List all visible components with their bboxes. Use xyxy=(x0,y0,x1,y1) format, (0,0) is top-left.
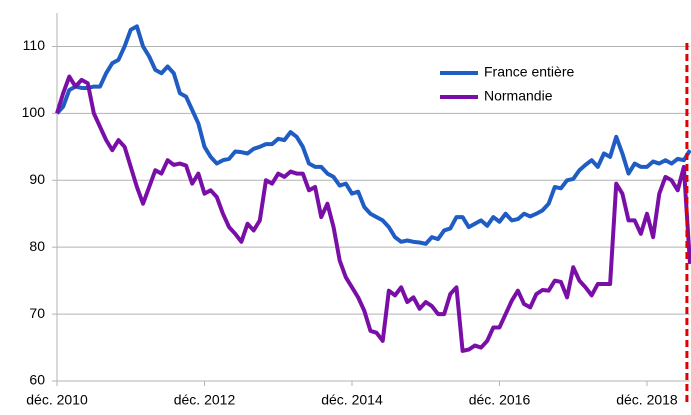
y-tick-label: 110 xyxy=(23,37,46,53)
y-tick-label: 60 xyxy=(29,372,45,388)
x-tick-label: déc. 2018 xyxy=(616,392,678,408)
series-line xyxy=(55,74,691,353)
legend-label: France entière xyxy=(484,64,574,80)
x-tick-label: déc. 2014 xyxy=(321,392,383,408)
y-tick-label: 70 xyxy=(29,305,45,321)
series-line xyxy=(55,24,691,246)
x-tick-label: déc. 2016 xyxy=(469,392,531,408)
x-tick-label: déc. 2010 xyxy=(26,392,88,408)
y-tick-label: 100 xyxy=(22,104,46,120)
y-tick-label: 80 xyxy=(29,238,45,254)
x-tick-label: déc. 2012 xyxy=(174,392,236,408)
legend-label: Normandie xyxy=(484,88,553,104)
y-tick-label: 90 xyxy=(29,171,45,187)
